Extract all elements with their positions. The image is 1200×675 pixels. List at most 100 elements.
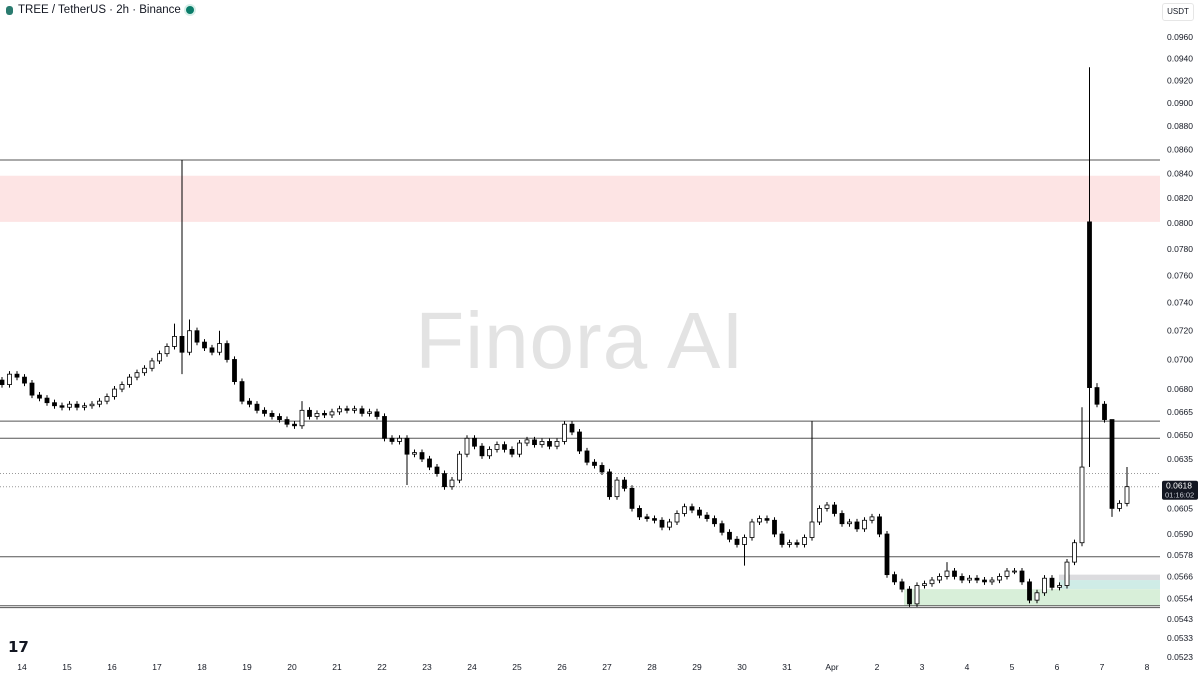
candle <box>44 395 50 406</box>
candle-body <box>944 570 950 577</box>
candle <box>0 377 5 388</box>
candle-body <box>607 471 612 498</box>
candle <box>502 441 507 453</box>
candle <box>554 438 560 450</box>
bar-countdown: 01:16:02 <box>1165 491 1194 500</box>
candle-body <box>652 518 657 521</box>
candle <box>892 571 897 585</box>
symbol-header[interactable]: TREE / TetherUS · 2h · Binance <box>6 4 194 16</box>
candle <box>704 512 710 522</box>
candle-body <box>119 384 125 390</box>
candle <box>922 580 927 589</box>
candle <box>1109 419 1115 517</box>
candle-body <box>224 343 230 360</box>
candle-body <box>247 400 252 405</box>
candle <box>52 399 57 409</box>
candle-body <box>974 577 980 581</box>
teal-zone <box>1059 580 1160 590</box>
y-tick-label: 0.0960 <box>1167 32 1193 42</box>
candle-body <box>839 513 845 525</box>
gray-zone <box>1059 574 1160 581</box>
candle <box>224 340 230 363</box>
candle <box>772 517 777 538</box>
candle <box>847 518 852 527</box>
candle <box>742 534 747 566</box>
candle <box>449 477 455 490</box>
candle-body <box>569 423 575 433</box>
candle-body <box>164 346 170 355</box>
candle <box>599 462 605 476</box>
candle <box>749 518 755 541</box>
candle <box>1124 467 1130 507</box>
candle-body <box>892 574 897 583</box>
candle-body <box>554 441 560 447</box>
candle-body <box>479 445 485 457</box>
candle-body <box>1004 570 1010 577</box>
candle-body <box>742 537 747 545</box>
candle-body <box>1049 577 1055 588</box>
tradingview-logo-icon[interactable]: 𝟭𝟳 <box>8 639 29 656</box>
y-tick-label: 0.0523 <box>1167 652 1193 662</box>
candle-body <box>284 419 290 425</box>
currency-button[interactable]: USDT <box>1162 3 1194 21</box>
candle <box>719 520 725 536</box>
x-tick-label: 31 <box>782 662 792 672</box>
candle-body <box>419 452 425 460</box>
candle <box>194 327 200 346</box>
candle-body <box>359 408 365 414</box>
candle-body <box>97 400 102 405</box>
y-tick-label: 0.0566 <box>1167 571 1193 581</box>
candle <box>944 562 950 580</box>
candle <box>127 374 132 388</box>
candle-body <box>59 405 65 408</box>
candle <box>277 413 282 423</box>
candle-body <box>1072 542 1077 563</box>
candle <box>674 510 680 526</box>
candle <box>682 503 687 517</box>
candle <box>7 371 12 388</box>
candle <box>239 378 245 405</box>
candle-body <box>719 523 725 533</box>
candle-body <box>427 458 432 468</box>
candle-body <box>352 408 357 411</box>
x-tick-label: 2 <box>875 662 880 672</box>
candle-body <box>907 588 912 605</box>
candle <box>434 464 440 477</box>
symbol-title[interactable]: TREE / TetherUS · 2h · Binance <box>18 4 181 16</box>
x-tick-label: 16 <box>107 662 117 672</box>
candle <box>547 438 552 450</box>
candle-body <box>599 465 605 473</box>
candle-body <box>254 403 260 411</box>
candle-body <box>127 376 132 385</box>
candle-body <box>367 411 372 414</box>
candle-body <box>464 437 470 455</box>
candle-body <box>1027 581 1032 601</box>
candle-body <box>802 537 807 545</box>
candle-body <box>322 412 327 416</box>
candle-body <box>712 518 717 525</box>
candle <box>764 515 770 524</box>
candle-body <box>52 402 57 407</box>
candle-body <box>899 581 905 590</box>
candle <box>787 539 792 548</box>
candle <box>1034 589 1040 604</box>
candle <box>337 405 342 415</box>
candle <box>1012 567 1017 575</box>
y-tick-label: 0.0740 <box>1167 298 1193 308</box>
x-tick-label: 6 <box>1055 662 1060 672</box>
candle-body <box>922 583 927 586</box>
y-tick-label: 0.0900 <box>1167 98 1193 108</box>
candle-body <box>517 442 522 455</box>
watermark: Finora AI <box>415 296 745 385</box>
candle-body <box>337 408 342 413</box>
candle-body <box>277 416 282 420</box>
x-tick-label: 26 <box>557 662 567 672</box>
candle <box>727 529 732 543</box>
candle <box>757 515 762 526</box>
x-tick-label: 20 <box>287 662 297 672</box>
candle-body <box>1042 577 1047 594</box>
current-price-value: 0.0618 <box>1166 481 1192 491</box>
candle-body <box>667 521 672 528</box>
y-tick-label: 0.0554 <box>1167 593 1193 603</box>
